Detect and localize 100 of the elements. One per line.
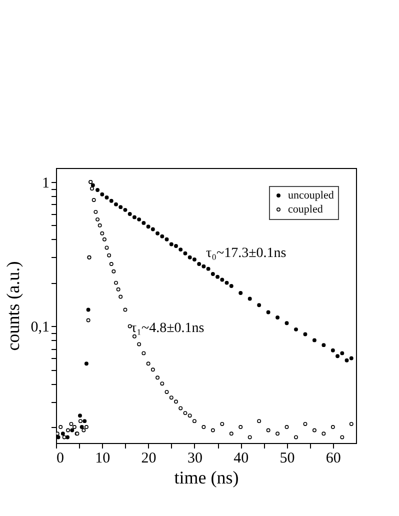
point bbox=[276, 432, 280, 436]
point bbox=[84, 362, 88, 366]
point bbox=[69, 422, 74, 426]
point bbox=[160, 382, 164, 386]
point bbox=[206, 266, 210, 271]
x-tick-label: 50 bbox=[280, 450, 295, 466]
point bbox=[202, 425, 206, 430]
point bbox=[112, 269, 116, 274]
point bbox=[132, 215, 136, 220]
point bbox=[86, 318, 90, 322]
point bbox=[229, 432, 234, 436]
point bbox=[294, 435, 298, 440]
point bbox=[150, 227, 155, 232]
y-tick-label: 0,1 bbox=[30, 320, 50, 336]
point bbox=[224, 280, 229, 285]
point bbox=[183, 411, 188, 416]
point bbox=[248, 435, 252, 440]
point bbox=[188, 414, 192, 418]
annotation: τ₀~17.3±0.1ns bbox=[206, 246, 286, 261]
point bbox=[257, 303, 262, 308]
point bbox=[174, 244, 178, 248]
point bbox=[142, 351, 146, 356]
point bbox=[137, 217, 142, 222]
point bbox=[146, 224, 150, 229]
annotation: τ₁~4.8±0.1ns bbox=[131, 321, 204, 336]
point bbox=[330, 425, 335, 430]
y-tick-label: 1 bbox=[42, 175, 50, 192]
point bbox=[104, 246, 109, 250]
point bbox=[216, 274, 220, 279]
point bbox=[303, 422, 308, 426]
point bbox=[238, 425, 243, 430]
point bbox=[109, 262, 114, 266]
point bbox=[114, 280, 118, 285]
x-tick-label: 0 bbox=[56, 450, 64, 466]
point bbox=[238, 291, 243, 295]
point bbox=[109, 198, 114, 203]
point bbox=[82, 419, 87, 424]
point bbox=[220, 278, 224, 282]
point bbox=[210, 272, 215, 276]
point bbox=[220, 422, 224, 426]
point bbox=[266, 310, 270, 314]
point bbox=[160, 234, 164, 238]
point bbox=[114, 202, 118, 206]
point bbox=[266, 428, 270, 432]
point bbox=[56, 432, 60, 436]
point bbox=[107, 253, 112, 258]
point bbox=[118, 294, 123, 299]
point bbox=[188, 255, 192, 260]
point bbox=[98, 223, 102, 228]
x-tick-label: 60 bbox=[326, 450, 341, 466]
point bbox=[164, 390, 169, 394]
point bbox=[123, 308, 128, 312]
point bbox=[123, 208, 128, 212]
point bbox=[84, 425, 88, 430]
point bbox=[294, 327, 298, 332]
point bbox=[62, 435, 66, 440]
point bbox=[146, 362, 150, 366]
x-tick-label: 10 bbox=[95, 450, 110, 466]
point bbox=[312, 338, 316, 342]
point bbox=[202, 264, 206, 268]
point bbox=[78, 419, 82, 424]
legend-label: uncoupled bbox=[288, 190, 334, 202]
legend-label: coupled bbox=[288, 204, 324, 216]
point bbox=[178, 406, 183, 410]
point bbox=[183, 251, 188, 256]
point bbox=[164, 237, 169, 242]
point bbox=[192, 419, 196, 424]
point bbox=[80, 425, 84, 430]
point bbox=[178, 248, 183, 252]
point bbox=[82, 428, 86, 432]
point bbox=[156, 376, 160, 380]
point bbox=[322, 432, 326, 436]
point bbox=[312, 428, 316, 432]
point bbox=[150, 368, 155, 372]
point bbox=[128, 212, 132, 216]
point bbox=[303, 332, 308, 336]
point bbox=[257, 419, 262, 424]
point bbox=[229, 284, 234, 288]
point bbox=[102, 237, 106, 242]
point bbox=[118, 205, 123, 210]
point bbox=[169, 242, 174, 246]
point bbox=[349, 356, 354, 360]
point bbox=[100, 192, 104, 196]
point bbox=[284, 321, 289, 326]
point bbox=[340, 351, 344, 356]
point bbox=[174, 400, 178, 404]
point bbox=[192, 258, 196, 262]
point bbox=[96, 188, 100, 192]
point bbox=[169, 396, 174, 400]
point bbox=[100, 231, 104, 236]
y-axis-title: counts (a.u.) bbox=[2, 261, 23, 351]
point bbox=[336, 354, 340, 358]
point bbox=[349, 422, 354, 426]
point bbox=[90, 186, 94, 191]
x-tick-label: 20 bbox=[141, 450, 156, 466]
point bbox=[78, 414, 82, 418]
point bbox=[60, 432, 65, 436]
point bbox=[66, 428, 70, 432]
point bbox=[92, 198, 96, 202]
point bbox=[340, 435, 344, 440]
